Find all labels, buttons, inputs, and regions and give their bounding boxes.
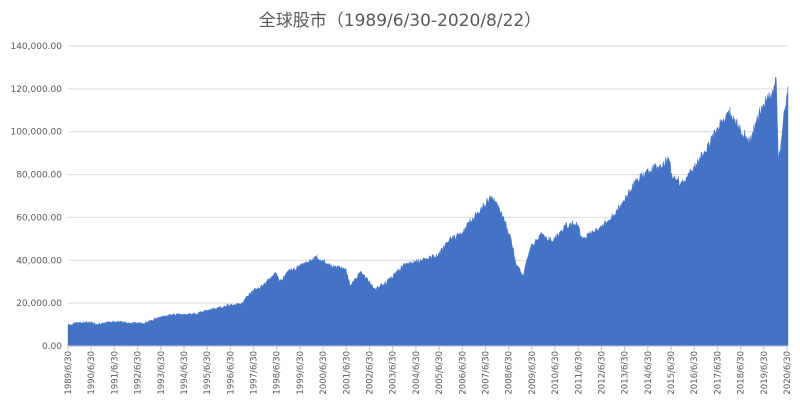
y-tick-label: 40,000.00: [16, 256, 62, 266]
x-tick-label: 2001/6/30: [342, 351, 352, 395]
x-tick-label: 2003/6/30: [389, 351, 399, 395]
x-tick-label: 1996/6/30: [226, 351, 236, 395]
x-tick-label: 2015/6/30: [667, 351, 677, 395]
x-tick-label: 2000/6/30: [319, 351, 329, 395]
y-tick-label: 80,000.00: [16, 171, 62, 181]
x-axis: 1989/6/30 1990/6/30 1991/6/30 1992/6/30 1993…: [64, 345, 793, 395]
x-tick-label: 1995/6/30: [203, 351, 213, 395]
y-tick-label: 100,000.00: [10, 128, 62, 138]
x-tick-label: 2019/6/30: [760, 351, 770, 395]
x-tick-label: 1998/6/30: [273, 351, 283, 395]
x-tick-label: 2010/6/30: [551, 351, 561, 395]
x-tick-label: 2009/6/30: [528, 351, 538, 395]
y-tick-label: 60,000.00: [16, 213, 62, 223]
y-tick-label: 20,000.00: [16, 299, 62, 309]
y-tick-label: 140,000.00: [10, 42, 62, 52]
y-axis: 0.00 20,000.00 40,000.00 60,000.00 80,000.00…: [10, 42, 62, 352]
x-tick-label: 1992/6/30: [134, 351, 144, 395]
y-tick-label: 120,000.00: [10, 85, 62, 95]
x-tick-label: 1993/6/30: [157, 351, 167, 395]
x-tick-label: 2006/6/30: [458, 351, 468, 395]
x-tick-label: 2016/6/30: [690, 351, 700, 395]
x-tick-label: 2007/6/30: [481, 351, 491, 395]
x-tick-label: 2008/6/30: [505, 351, 515, 395]
series-area: [67, 76, 789, 347]
x-tick-label: 2017/6/30: [713, 351, 723, 395]
x-tick-label: 2002/6/30: [366, 351, 376, 395]
series-area-layer: [67, 76, 789, 347]
x-tick-label: 1994/6/30: [180, 351, 190, 395]
x-tick-label: 1989/6/30: [64, 351, 74, 395]
x-tick-label: 2004/6/30: [412, 351, 422, 395]
x-tick-label: 1997/6/30: [250, 351, 260, 395]
x-tick-label: 1999/6/30: [296, 351, 306, 395]
x-tick-label: 2011/6/30: [574, 351, 584, 395]
x-tick-label: 2013/6/30: [621, 351, 631, 395]
x-tick-label: 1991/6/30: [110, 351, 120, 395]
y-tick-label: 0.00: [42, 342, 62, 352]
x-tick-label: 2020/6/30: [783, 351, 793, 395]
x-tick-label: 2005/6/30: [435, 351, 445, 395]
x-tick-label: 2018/6/30: [737, 351, 747, 395]
chart-title: 全球股市（1989/6/30-2020/8/22）: [259, 11, 541, 31]
x-tick-label: 2012/6/30: [597, 351, 607, 395]
x-tick-label: 1990/6/30: [87, 351, 97, 395]
x-tick-label: 2014/6/30: [644, 351, 654, 395]
gridlines: [68, 45, 788, 304]
